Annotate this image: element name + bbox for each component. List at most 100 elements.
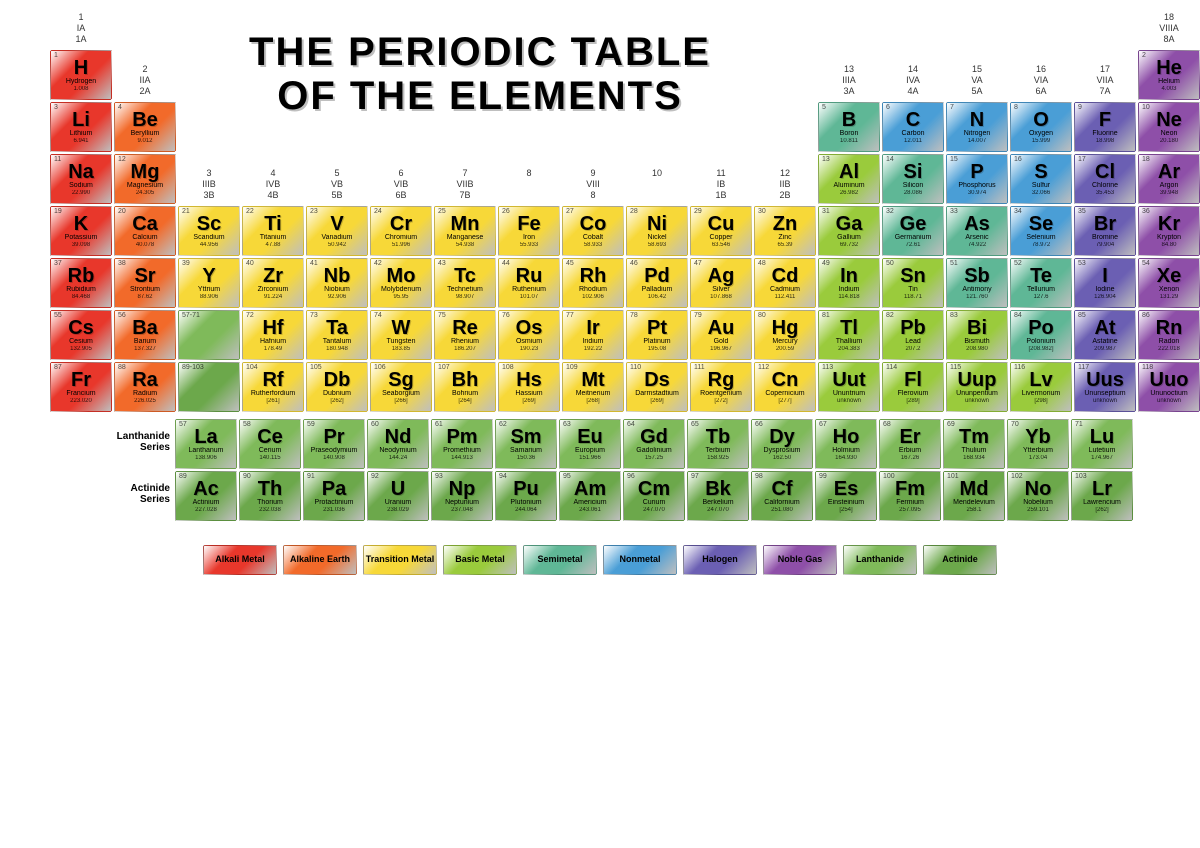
element-cell: 102 No Nobelium 259.101 [1007,471,1069,521]
element-cell: 38 Sr Strontium 87.62 [114,258,176,308]
atomic-number: 57 [179,421,187,428]
atomic-mass: 87.62 [116,294,174,301]
atomic-mass: 88.906 [180,294,238,301]
element-name: Ununpentium [948,390,1006,398]
atomic-number: 24 [374,208,382,215]
group-label: 10 [626,168,688,179]
element-symbol: Cl [1076,162,1134,182]
atomic-mass: 247.070 [625,507,683,514]
group-label: 12 IIB 2B [754,168,816,200]
element-name: Terbium [689,447,747,455]
element-name: Neon [1140,130,1198,138]
element-symbol: Np [433,479,491,499]
element-cell: 6 C Carbon 12.011 [882,102,944,152]
atomic-number: 38 [118,260,126,267]
atomic-mass: 84.468 [52,294,110,301]
atomic-number: 87 [54,364,62,371]
atomic-number: 28 [630,208,638,215]
atomic-number: 74 [374,312,382,319]
element-cell: 109 Mt Meitnerium [268] [562,362,624,412]
element-cell: 61 Pm Promethium 144.913 [431,419,493,469]
element-name: Lithium [52,130,110,138]
atomic-number: 80 [758,312,766,319]
element-cell: 84 Po Polonium [208.982] [1010,310,1072,360]
atomic-mass: 106.42 [628,294,686,301]
element-cell: 22 Ti Titanium 47.88 [242,206,304,256]
group-label: 7 VIIB 7B [434,168,496,200]
element-symbol: Ge [884,214,942,234]
atomic-mass: 232.038 [241,507,299,514]
atomic-number: 61 [435,421,443,428]
element-cell: 78 Pt Platinum 195.08 [626,310,688,360]
atomic-number: 85 [1078,312,1086,319]
element-name: Gallium [820,234,878,242]
element-name: Tungsten [372,338,430,346]
element-name: Europium [561,447,619,455]
element-cell: 103 Lr Lawrencium [262] [1071,471,1133,521]
group-label: 4 IVB 4B [242,168,304,200]
element-symbol: Sg [372,370,430,390]
element-symbol: Co [564,214,622,234]
element-cell: 51 Sb Antimony 121.760 [946,258,1008,308]
element-cell: 108 Hs Hassium [269] [498,362,560,412]
element-cell: 1 H Hydrogen 1.008 [50,50,112,100]
element-symbol: Lv [1012,370,1070,390]
group-label: 17 VIIA 7A [1074,64,1136,96]
atomic-mass: 151.966 [561,455,619,462]
element-name: Radon [1140,338,1198,346]
element-symbol: Cm [625,479,683,499]
element-symbol: Am [561,479,619,499]
element-cell: 85 At Astatine 209.987 [1074,310,1136,360]
legend-item: Transition Metal [363,545,437,575]
element-symbol: Cs [52,318,110,338]
atomic-number: 115 [950,364,961,371]
group-label: 2 IIA 2A [114,64,176,96]
element-cell: 27 Co Cobalt 58.933 [562,206,624,256]
atomic-mass: [268] [564,398,622,405]
element-symbol: Fr [52,370,110,390]
element-name: Potassium [52,234,110,242]
atomic-number: 55 [54,312,62,319]
element-name: Neptunium [433,499,491,507]
element-cell: 76 Os Osmium 190.23 [498,310,560,360]
element-symbol: Kr [1140,214,1198,234]
element-name: Flerovium [884,390,942,398]
category-legend: Alkali MetalAlkaline EarthTransition Met… [20,545,1180,575]
element-cell: 59 Pr Praseodymium 140.908 [303,419,365,469]
element-name: Neodymium [369,447,427,455]
atomic-number: 1 [54,52,58,59]
atomic-number: 108 [502,364,514,371]
atomic-mass: 24.305 [116,190,174,197]
atomic-mass: 1.008 [52,86,110,93]
atomic-number: 53 [1078,260,1086,267]
atomic-mass: 180.948 [308,346,366,353]
atomic-number: 34 [1014,208,1022,215]
element-symbol: Pu [497,479,555,499]
element-cell: 44 Ru Ruthenium 101.07 [498,258,560,308]
atomic-mass: 9.012 [116,138,174,145]
atomic-number: 101 [947,473,959,480]
range-placeholder: 89-103 [178,362,240,412]
element-symbol: Fl [884,370,942,390]
element-symbol: Si [884,162,942,182]
element-name: Palladium [628,286,686,294]
atomic-number: 99 [819,473,827,480]
legend-item: Semimetal [523,545,597,575]
atomic-number: 32 [886,208,894,215]
element-symbol: Ru [500,266,558,286]
atomic-number: 69 [947,421,955,428]
atomic-mass: [261] [244,398,302,405]
element-cell: 31 Ga Gallium 69.732 [818,206,880,256]
atomic-number: 21 [182,208,190,215]
atomic-number: 63 [563,421,571,428]
element-symbol: Bi [948,318,1006,338]
atomic-mass: 44.956 [180,242,238,249]
element-cell: 98 Cf Californium 251.080 [751,471,813,521]
atomic-mass: 121.760 [948,294,1006,301]
element-symbol: B [820,110,878,130]
atomic-mass: 173.04 [1009,455,1067,462]
element-symbol: H [52,58,110,78]
atomic-number: 22 [246,208,254,215]
element-symbol: P [948,162,1006,182]
atomic-mass: 167.26 [881,455,939,462]
